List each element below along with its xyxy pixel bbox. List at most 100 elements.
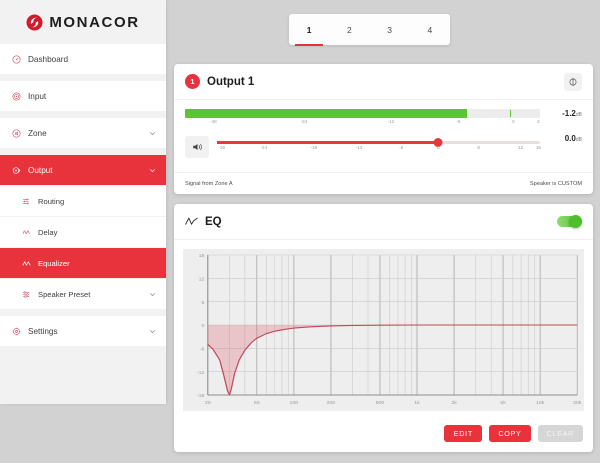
sidebar-item-equalizer[interactable]: Equalizer	[0, 248, 166, 279]
output-icon	[12, 166, 26, 175]
brand-name: MONACOR	[49, 13, 140, 31]
eq-curve-icon	[185, 213, 198, 231]
y-tick-label: 18	[199, 253, 205, 259]
eq-enable-toggle[interactable]	[557, 215, 582, 228]
input-icon	[12, 92, 26, 101]
sidebar-item-label: Dashboard	[28, 54, 69, 64]
sidebar-item-label: Zone	[28, 128, 47, 138]
eq-curve-fill	[207, 325, 578, 395]
y-tick-label: -18	[197, 393, 205, 399]
brand-logo: MONACOR	[0, 0, 166, 44]
tab-label: 2	[347, 24, 352, 35]
volume-value-unit: dB	[575, 137, 582, 143]
speaker-volume-icon[interactable]	[185, 136, 209, 158]
volume-tick-label: -12	[355, 144, 363, 150]
phase-invert-icon[interactable]	[564, 72, 582, 91]
sidebar-item-zone[interactable]: Zone	[0, 118, 166, 149]
sidebar-item-dashboard[interactable]: Dashboard	[0, 44, 166, 75]
sidebar-item-label: Settings	[28, 326, 58, 336]
level-meter-value-number: -1.2	[562, 109, 576, 118]
sidebar-item-output[interactable]: Output	[0, 155, 166, 186]
eq-title: EQ	[205, 215, 222, 228]
equalizer-icon	[22, 259, 36, 268]
tab-3[interactable]: 3	[370, 14, 410, 45]
signal-source-text: Signal from Zone A	[185, 180, 233, 187]
clear-button: CLEAR	[537, 425, 583, 442]
sidebar-divider	[0, 310, 166, 316]
toggle-knob	[569, 215, 582, 228]
sidebar-item-label: Input	[28, 91, 47, 101]
volume-tick-label: 12	[518, 144, 524, 150]
tab-1[interactable]: 1	[289, 14, 329, 46]
x-tick-label: 200	[327, 400, 336, 406]
chevron-down-icon	[146, 328, 156, 335]
sidebar-divider	[0, 75, 166, 81]
volume-slider-knob[interactable]	[433, 137, 443, 147]
meter-tick-label: -6	[456, 119, 461, 124]
volume-tick-label: 15	[535, 144, 541, 150]
volume-tick-label: -18	[310, 144, 318, 150]
meter-tick-label: -24	[300, 119, 308, 124]
volume-value: 0.0dB	[540, 134, 582, 143]
volume-value-number: 0.0	[564, 134, 576, 143]
volume-tick-label: 0	[436, 144, 440, 150]
level-meter: -48 -24 -12 -6 0 3	[185, 109, 540, 130]
volume-slider-scale: -30 -24 -18 -12 -6 0 6 12 15	[217, 144, 541, 156]
x-tick-label: 20	[205, 400, 211, 406]
edit-button[interactable]: EDIT	[444, 425, 483, 442]
y-tick-label: 0	[202, 323, 205, 329]
speaker-preset-text: Speaker is CUSTOM	[529, 180, 582, 187]
level-meter-scale: -48 -24 -12 -6 0 3	[185, 119, 540, 130]
volume-tick-label: 6	[477, 144, 480, 150]
sidebar-item-delay[interactable]: Delay	[0, 217, 166, 248]
meter-tick-label: -48	[210, 119, 217, 124]
output-card-footer: Signal from Zone A Speaker is CUSTOM	[174, 172, 593, 194]
output-level-meter-row: -48 -24 -12 -6 0 3 -1.2dB	[174, 100, 593, 130]
routing-icon	[22, 197, 36, 206]
sidebar-item-label: Routing	[38, 196, 65, 206]
volume-tick-label: -24	[260, 144, 268, 150]
x-tick-label: 50	[254, 400, 260, 406]
zone-icon	[12, 129, 26, 138]
volume-slider-track[interactable]	[217, 137, 540, 147]
delay-icon	[22, 228, 36, 237]
level-meter-track	[185, 109, 540, 118]
sidebar: MONACOR Dashboard Input	[0, 0, 166, 404]
volume-slider-fill	[217, 141, 439, 144]
chevron-down-icon	[146, 291, 156, 298]
sidebar-divider	[0, 112, 166, 118]
sidebar-divider	[0, 149, 166, 155]
chevron-down-icon	[146, 130, 156, 137]
level-meter-peak-hold	[509, 110, 512, 117]
x-tick-label: 10k	[536, 400, 545, 406]
meter-tick-label: 3	[536, 119, 540, 124]
copy-button[interactable]: COPY	[489, 425, 531, 442]
main-content: 1 2 3 4 1 Output 1 -48-	[166, 0, 600, 463]
level-meter-value-unit: dB	[575, 112, 582, 118]
level-meter-value: -1.2dB	[540, 109, 582, 118]
sidebar-item-input[interactable]: Input	[0, 81, 166, 112]
y-tick-label: -12	[197, 370, 205, 376]
sidebar-item-settings[interactable]: Settings	[0, 316, 166, 347]
eq-curve-line	[207, 324, 578, 396]
output-title: Output 1	[207, 75, 255, 88]
output-card-header: 1 Output 1	[174, 64, 593, 100]
x-tick-label: 2k	[451, 400, 457, 406]
x-tick-label: 500	[376, 400, 385, 406]
x-tick-label: 100	[290, 400, 299, 406]
eq-card: EQ 18 12 6 0 -6 -12 -18 20 50 100 200 500 1k 2k 5k 10k 2…	[174, 204, 593, 452]
tab-4[interactable]: 4	[410, 14, 450, 45]
y-tick-label: -6	[200, 347, 205, 353]
meter-tick-label: -12	[387, 119, 395, 124]
tab-label: 4	[427, 24, 433, 35]
tab-label: 3	[387, 24, 392, 35]
output-card: 1 Output 1 -48 -24 -12 -6 0 3 -1.2dB	[174, 64, 593, 194]
volume-slider[interactable]: -30 -24 -18 -12 -6 0 6 12 15	[217, 134, 541, 156]
sidebar-item-routing[interactable]: Routing	[0, 186, 166, 217]
tab-2[interactable]: 2	[329, 14, 369, 45]
y-tick-label: 12	[199, 277, 205, 283]
sidebar-item-speaker-preset[interactable]: Speaker Preset	[0, 279, 166, 310]
eq-actions: EDIT COPY CLEAR	[444, 425, 583, 442]
dashboard-icon	[12, 55, 26, 64]
